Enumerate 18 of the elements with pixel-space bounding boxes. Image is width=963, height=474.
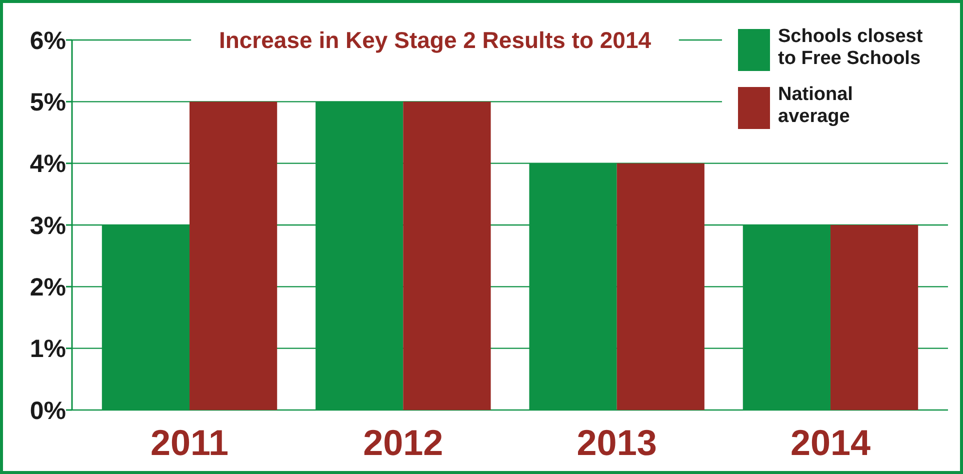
y-tick-label: 3% <box>30 212 66 240</box>
bar <box>830 225 918 410</box>
legend-label: National average <box>778 84 853 127</box>
x-tick-label: 2014 <box>790 422 871 463</box>
legend-label: Schools closest to Free Schools <box>778 26 924 69</box>
x-tick-label: 2012 <box>363 422 444 463</box>
y-tick-label: 0% <box>30 396 66 425</box>
bar <box>403 102 491 410</box>
bar <box>616 163 704 410</box>
y-tick-label: 1% <box>30 335 66 364</box>
y-tick-label: 6% <box>30 26 66 55</box>
y-tick-label: 2% <box>30 273 66 302</box>
x-tick-label: 2013 <box>576 422 657 463</box>
y-tick-label: 5% <box>30 88 66 116</box>
bar <box>190 102 278 410</box>
x-tick-label: 2011 <box>150 422 229 463</box>
y-tick-label: 4% <box>30 150 66 178</box>
chart-title: Increase in Key Stage 2 Results to 2014 <box>218 27 652 54</box>
